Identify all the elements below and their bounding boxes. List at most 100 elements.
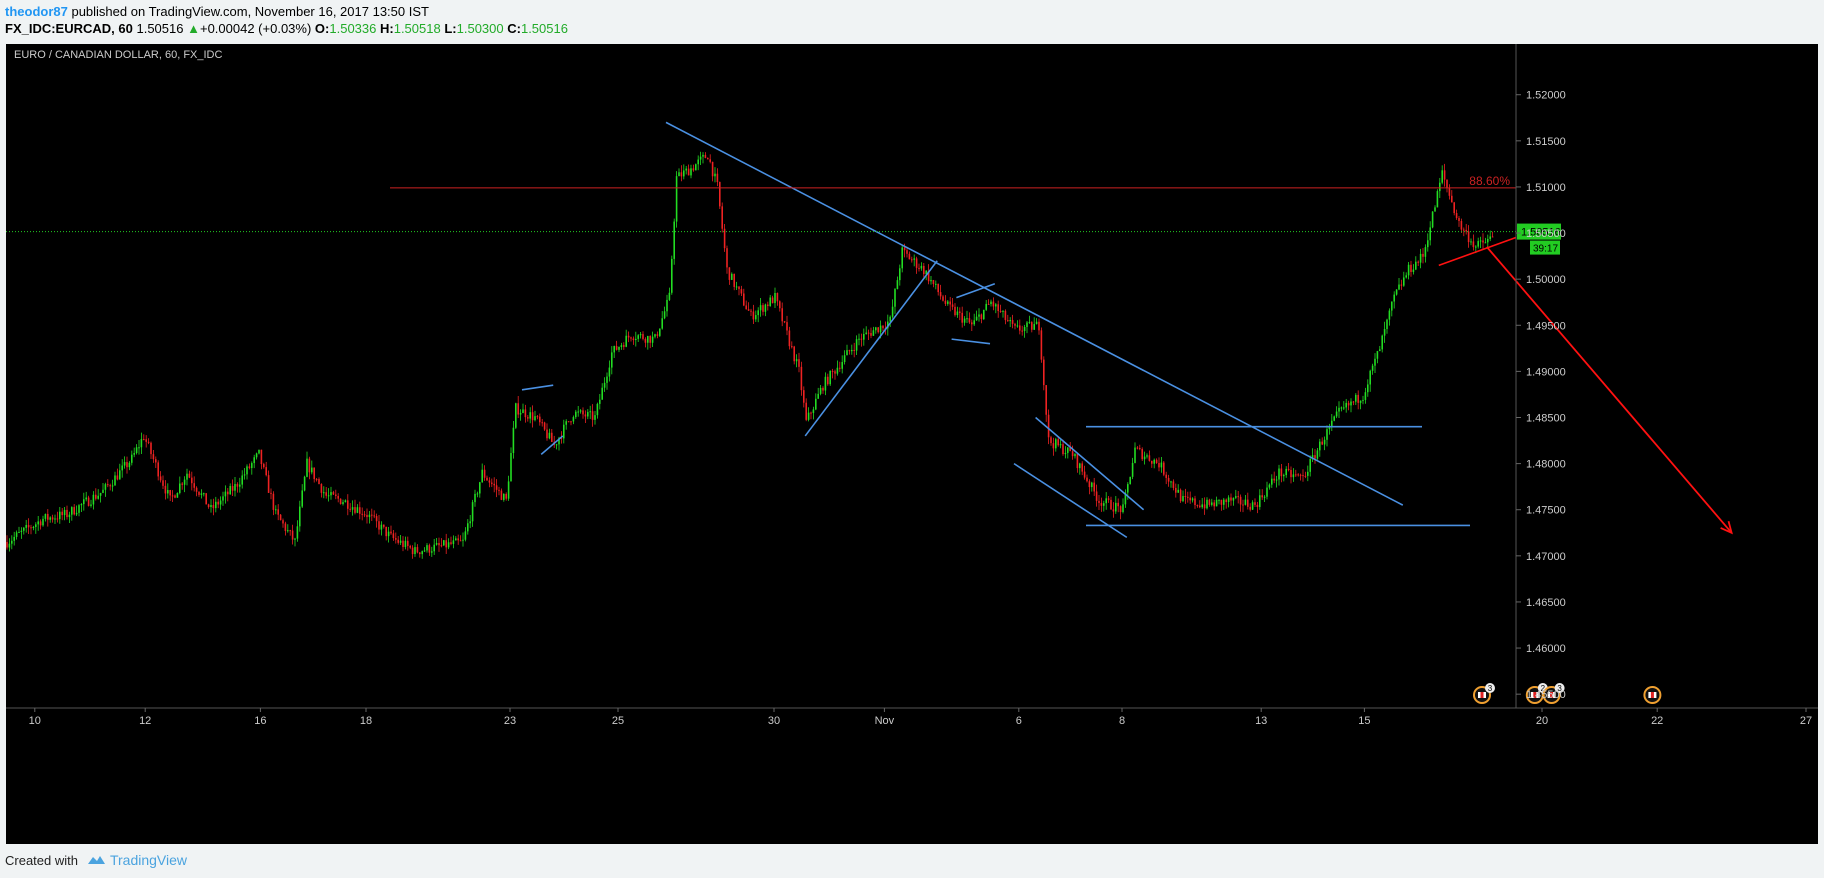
candle-body [131,454,133,463]
candle-body [1362,399,1364,401]
candle-body [145,439,147,442]
candle-body [1352,401,1355,403]
drawings[interactable] [521,121,1733,539]
y-tick-label: 1.51500 [1526,136,1566,148]
candle-body [1470,241,1472,243]
candle-body [944,300,947,304]
candle-body [428,545,431,553]
candle-body [1407,264,1410,276]
candle-body [97,495,99,499]
candle-body [1388,310,1391,320]
candle-body [359,507,361,514]
candle-body [579,410,582,412]
candle-body [966,318,968,320]
candle-body [805,402,807,420]
candle-body [1091,482,1093,488]
candle-body [378,521,380,530]
candle-body [1369,370,1371,385]
candle-body [810,412,812,414]
candle-body [519,413,522,415]
candle-body [836,367,839,374]
candle-body [462,539,464,541]
candle-body [570,421,572,423]
candle-body [1093,482,1095,492]
candle-body [323,492,325,494]
price-chart[interactable]: EURO / CANADIAN DOLLAR, 60, FX_IDC 88.60… [6,44,1818,844]
candle-body [829,370,831,385]
candle-body [743,293,745,306]
candle-body [1199,505,1201,508]
candle-body [659,328,661,336]
candle-body [522,409,524,414]
candle-body [683,170,685,177]
candle-body [791,346,793,348]
event-markers[interactable]: 3 2 3 [1473,683,1662,704]
candle-body [587,412,589,417]
candle-body [1304,475,1307,477]
candle-body [1002,310,1004,312]
candle-body [738,286,740,290]
candle-body [1019,325,1021,331]
candle-body [421,551,423,555]
ohlc-legend: FX_IDC:EURCAD, 60 1.50516 ▲+0.00042 (+0.… [5,21,568,36]
candle-body [1482,240,1484,243]
candle-body [1328,426,1331,430]
candle-body [1338,407,1340,412]
candle-body [13,536,15,541]
publish-info: theodor87 published on TradingView.com, … [5,4,429,19]
candle-body [709,159,711,162]
candle-body [416,547,419,553]
candle-body [1100,502,1103,506]
symbol-label: FX_IDC:EURCAD, 60 [5,21,133,36]
candle-body [1275,479,1278,481]
candle-body [239,484,241,487]
candle-body [476,493,479,495]
candle-body [20,530,23,533]
candle-body [1381,335,1383,350]
candle-body [1477,241,1479,247]
candle-body [198,491,200,495]
candle-body [193,483,195,488]
candle-body [1237,496,1239,498]
candle-body [212,505,215,509]
projection-arrow [1486,246,1733,534]
author-link[interactable]: theodor87 [5,4,68,19]
candle-body [1263,496,1266,498]
candle-body [243,474,246,476]
candle-body [1146,455,1148,457]
candle-body [1143,456,1146,460]
candle-body [620,345,623,348]
candle-body [1383,329,1386,336]
candle-body [1280,468,1283,477]
candle-body [1122,504,1124,513]
open-label: O: [314,21,330,36]
candle-body [488,480,491,483]
candle-body [207,504,210,507]
candle-body [1235,496,1237,498]
candle-body [1165,474,1167,478]
candle-body [6,542,8,548]
candle-body [812,409,815,413]
candle-body [210,505,212,507]
tradingview-logo[interactable]: TradingView [86,852,187,868]
candle-body [1043,359,1045,386]
candle-body [1184,496,1187,498]
candle-body [1314,455,1316,459]
candle-body [445,540,447,548]
candle-body [1479,240,1482,242]
candles [6,151,1494,559]
candle-body [1139,448,1141,450]
y-tick-label: 1.47000 [1526,551,1566,563]
candle-body [666,299,668,312]
flag-icon-center [1550,692,1554,698]
candle-body [915,258,918,268]
candle-body [750,310,752,312]
candle-body [855,339,858,351]
candle-body [1297,474,1299,476]
candle-body [1379,349,1381,352]
candle-body [469,521,471,524]
candle-body [347,500,349,509]
candle-body [1467,231,1470,243]
candle-body [1239,496,1242,505]
candle-body [1357,394,1359,403]
